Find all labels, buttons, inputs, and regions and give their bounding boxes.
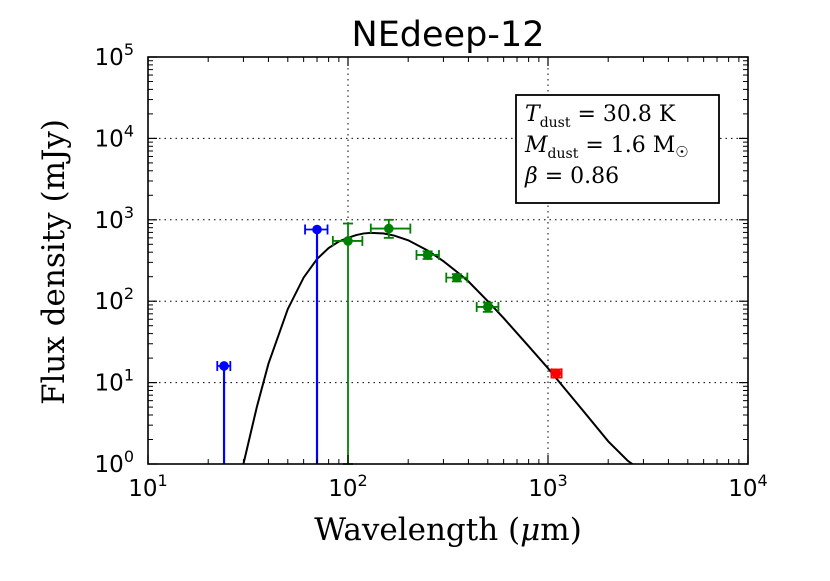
annotation-box (515, 94, 720, 204)
y-tick-label: 100 (95, 447, 134, 478)
y-tick-label: 102 (95, 284, 134, 315)
y-tick-label: 104 (95, 121, 134, 152)
data-point-herschel (331, 222, 364, 465)
model-curve (242, 231, 634, 464)
annotation-line: Mdust = 1.6 M☉ (524, 133, 689, 162)
y-tick-label: 101 (95, 366, 134, 397)
x-tick-label: 102 (328, 471, 367, 502)
data-point-upper-limits (304, 224, 329, 464)
annotation-line: Tdust = 30.8 K (525, 102, 676, 131)
chart-title: NEdeep-12 (352, 15, 545, 55)
y-axis-label: Flux density (mJy) (36, 119, 72, 405)
y-tick-label: 103 (95, 203, 134, 234)
marker (422, 250, 433, 260)
marker (219, 361, 229, 371)
y-tick-label: 105 (95, 40, 134, 71)
data-points-layer (216, 218, 563, 465)
marker (551, 368, 562, 379)
plot-area-frame (147, 56, 749, 465)
marker (452, 272, 462, 283)
marker (384, 223, 394, 234)
x-tick-label: 103 (528, 471, 567, 502)
x-axis-label: Wavelength (μm) (314, 512, 582, 548)
marker (312, 224, 322, 235)
x-tick-label: 101 (128, 471, 167, 502)
model-curve-layer (242, 231, 634, 464)
data-point-herschel (475, 301, 500, 313)
data-point-herschel (369, 218, 412, 239)
tick-marks (147, 56, 749, 465)
data-point-submm (550, 368, 563, 379)
annotation-line: β = 0.86 (524, 164, 619, 189)
data-point-upper-limits (216, 360, 232, 464)
data-point-herschel (445, 272, 469, 283)
x-tick-label: 104 (728, 471, 767, 502)
marker (482, 302, 493, 312)
marker (343, 236, 353, 246)
data-point-herschel (415, 249, 440, 260)
